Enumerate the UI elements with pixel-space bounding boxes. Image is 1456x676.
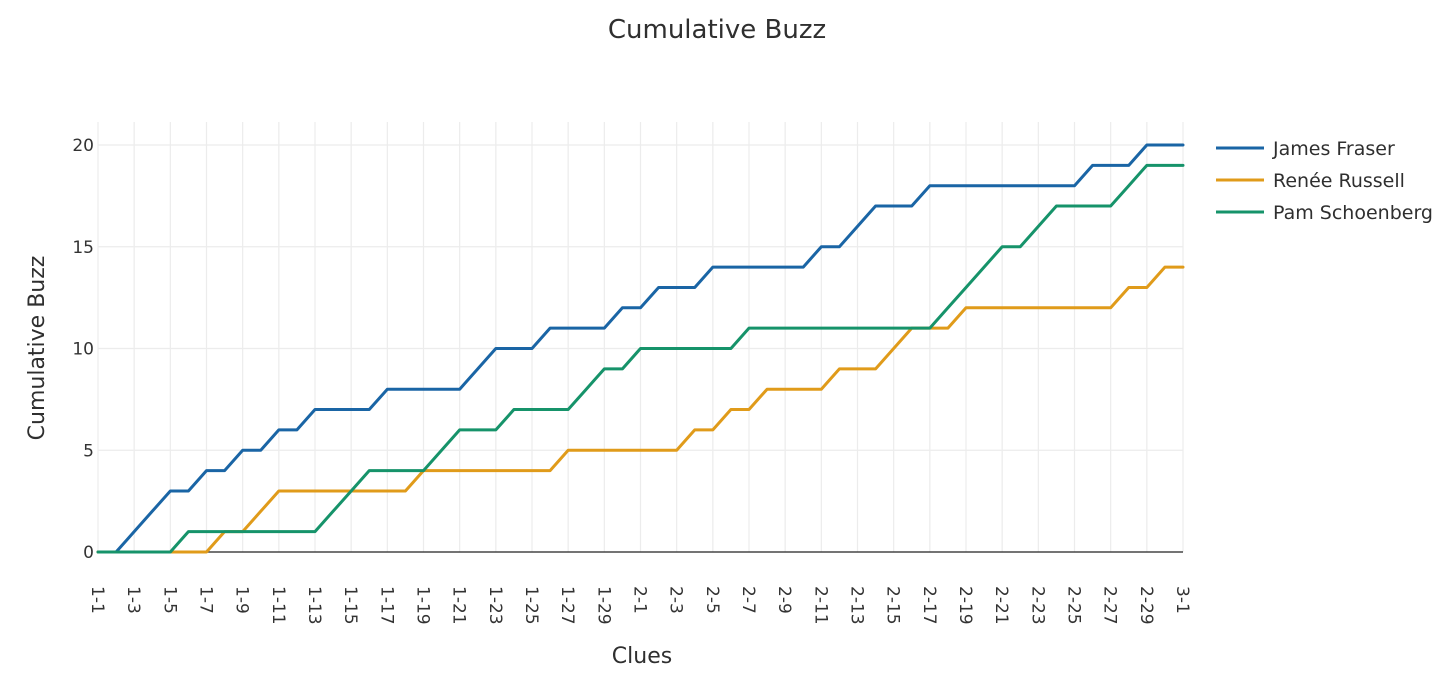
x-tick-label: 2-13 [847,586,867,625]
x-tick-label: 1-29 [593,586,613,625]
legend-label: Pam Schoenberg [1273,202,1433,224]
legend: James Fraser Renée Russell Pam Schoenberg [1216,138,1433,224]
series-line [96,265,1185,554]
gridlines [97,122,1184,553]
x-tick-label: 2-21 [991,586,1011,625]
x-tick-label: 2-17 [919,586,939,625]
x-tick-label: 2-27 [1100,586,1120,625]
x-tick-label: 1-17 [376,586,396,625]
series-line [96,163,1185,554]
x-tick-label: 2-15 [883,586,903,625]
legend-label: James Fraser [1272,138,1395,160]
series-lines [96,143,1185,554]
x-tick-label: 2-11 [810,586,830,625]
x-tick-label: 2-29 [1136,586,1156,625]
x-tick-label: 2-25 [1064,586,1084,625]
x-tick-label: 1-13 [304,586,324,625]
x-tick-label: 1-19 [413,586,433,625]
y-tick-label: 15 [72,238,94,258]
y-axis-title: Cumulative Buzz [25,256,50,441]
x-tick-label: 2-9 [774,586,794,614]
x-tick-label: 1-15 [340,586,360,625]
x-tick-label: 2-5 [702,586,722,614]
y-axis-ticks: 0 5 10 15 20 [72,136,94,563]
x-axis-ticks: 1-1 1-3 1-5 1-7 1-9 1-11 1-13 1-15 1-17 1-19 1-21 1… [87,586,1192,625]
x-tick-label: 1-3 [123,586,143,614]
x-tick-label: 1-5 [159,586,179,614]
chart-title: Cumulative Buzz [608,15,826,45]
x-tick-label: 1-11 [268,586,288,625]
x-tick-label: 1-7 [196,586,216,614]
series-line [96,143,1185,554]
x-tick-label: 2-3 [666,586,686,614]
x-tick-label: 2-1 [630,586,650,614]
x-tick-label: 1-27 [557,586,577,625]
x-tick-label: 2-7 [738,586,758,614]
x-tick-label: 1-23 [485,586,505,625]
legend-label: Renée Russell [1273,170,1405,192]
y-tick-label: 20 [72,136,94,156]
y-tick-label: 5 [83,441,94,461]
x-tick-label: 2-19 [955,586,975,625]
x-tick-label: 2-23 [1027,586,1047,625]
x-tick-label: 1-1 [87,586,107,614]
x-tick-label: 3-1 [1172,586,1192,614]
x-axis-title: Clues [612,644,672,669]
x-tick-label: 1-25 [521,586,541,625]
y-tick-label: 0 [83,543,94,563]
x-tick-label: 1-21 [449,586,469,625]
x-tick-label: 1-9 [232,586,252,614]
y-tick-label: 10 [72,340,94,360]
